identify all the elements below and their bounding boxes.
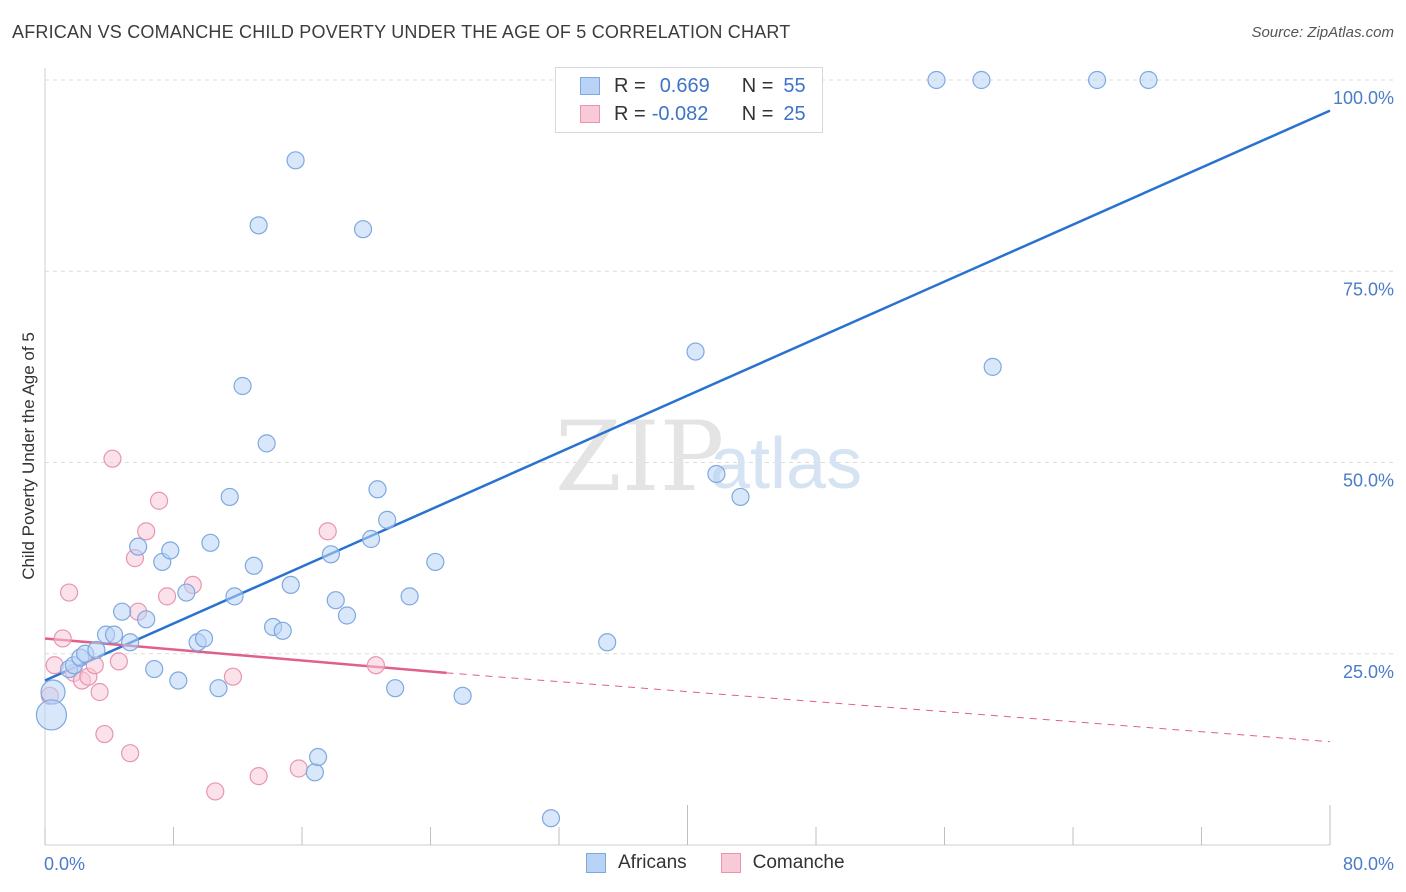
tick-labels: 25.0% 50.0% 75.0% 100.0% 0.0% 80.0%	[44, 88, 1394, 874]
africans-point	[129, 537, 148, 556]
africans-point	[321, 545, 341, 564]
africans-point	[220, 487, 239, 507]
comanche-point	[53, 629, 72, 648]
africans-point	[161, 541, 180, 560]
legend-n-label: N =	[741, 102, 774, 125]
comanche-point	[149, 491, 169, 510]
bottom-legend-africans[interactable]: Africans	[586, 852, 687, 874]
africans-point	[112, 602, 132, 621]
x-tick-label: 80.0%	[1343, 854, 1394, 874]
africans-point	[286, 151, 305, 170]
africans-point	[368, 480, 387, 499]
africans-point	[731, 487, 750, 507]
africans-point	[541, 809, 561, 828]
africans-point	[400, 587, 419, 606]
africans-swatch	[580, 77, 600, 95]
africans-point	[225, 587, 244, 606]
africans-point	[145, 659, 164, 679]
comanche-trend-extension	[446, 672, 1331, 743]
africans-point	[281, 575, 300, 595]
comanche-point	[223, 667, 243, 686]
comanche-point	[157, 587, 177, 606]
africans-point	[35, 699, 68, 731]
africans-point	[249, 216, 268, 235]
comanche-label: Comanche	[752, 852, 845, 873]
source-label: Source: ZipAtlas.com	[1251, 24, 1394, 41]
africans-point	[337, 606, 357, 625]
legend-row-africans: R = 0.669 N = 55	[580, 72, 806, 100]
africans-point	[308, 747, 328, 767]
y-tick-label: 50.0%	[1343, 471, 1394, 491]
africans-point	[1139, 70, 1158, 90]
legend-r-label: R =	[614, 74, 646, 97]
africans-point	[927, 70, 946, 90]
africans-point	[194, 629, 214, 648]
comanche-point	[90, 682, 109, 702]
bottom-legend: Africans Comanche	[586, 852, 879, 874]
africans-point	[273, 621, 292, 640]
africans-point	[326, 591, 345, 610]
africans-point	[598, 633, 617, 652]
legend-n-value: 25	[783, 102, 806, 125]
africans-point	[104, 625, 124, 644]
africans-point	[233, 376, 252, 396]
comanche-swatch	[720, 853, 741, 873]
africans-point	[707, 464, 726, 484]
legend-n-value: 55	[783, 74, 806, 97]
legend-r-label: R =	[614, 102, 646, 125]
africans-point	[137, 610, 156, 629]
africans-point	[453, 686, 472, 705]
legend-r-value: 0.669	[659, 74, 710, 97]
legend-row-comanche: R = -0.082 N = 25	[580, 100, 806, 128]
comanche-point	[249, 767, 268, 786]
africans-point	[305, 763, 324, 782]
x-tick-label: 0.0%	[44, 854, 85, 874]
comanche-point	[121, 744, 140, 763]
africans-point	[121, 633, 140, 652]
y-tick-label: 75.0%	[1343, 279, 1394, 299]
africans-point	[169, 671, 188, 690]
comanche-point	[206, 782, 225, 801]
africans-point	[378, 510, 397, 529]
africans-point	[1087, 70, 1107, 90]
africans-point	[201, 533, 220, 552]
legend-n-label: N =	[741, 74, 774, 97]
y-tick-label: 25.0%	[1343, 662, 1394, 682]
africans-point	[87, 640, 106, 660]
comanche-point	[318, 522, 337, 541]
comanche-point	[366, 656, 385, 675]
comanche-point	[95, 724, 114, 744]
africans-point	[209, 679, 228, 698]
africans-point	[426, 552, 445, 572]
y-tick-label: 100.0%	[1333, 88, 1394, 108]
africans-point	[972, 70, 991, 90]
africans-point	[353, 220, 373, 239]
africans-point	[244, 556, 263, 575]
africans-point	[386, 679, 405, 698]
africans-point	[686, 342, 705, 361]
africans-point	[361, 529, 381, 549]
africans-swatch	[586, 853, 606, 873]
bottom-legend-comanche[interactable]: Comanche	[720, 852, 845, 874]
legend-r-value: -0.082	[651, 102, 709, 125]
africans-trend-line	[44, 109, 1331, 682]
legend-box: R = 0.669 N = 55 R = -0.082 N = 25	[555, 67, 823, 133]
comanche-point	[289, 759, 308, 778]
africans-label: Africans	[618, 852, 687, 873]
watermark-zip: ZIP	[555, 401, 724, 513]
chart-title: AFRICAN VS COMANCHE CHILD POVERTY UNDER …	[12, 22, 791, 42]
y-axis-label: Child Poverty Under the Age of 5	[19, 332, 38, 580]
africans-point	[983, 357, 1002, 376]
comanche-point	[109, 652, 128, 671]
africans-point	[257, 434, 276, 453]
africans-point	[177, 583, 196, 602]
comanche-swatch	[580, 105, 600, 123]
comanche-point	[103, 449, 122, 468]
comanche-point	[137, 522, 156, 541]
africans-points	[35, 70, 1158, 828]
watermark-atlas: atlas	[710, 424, 862, 504]
comanche-point	[59, 583, 79, 602]
comanche-points	[40, 449, 385, 801]
